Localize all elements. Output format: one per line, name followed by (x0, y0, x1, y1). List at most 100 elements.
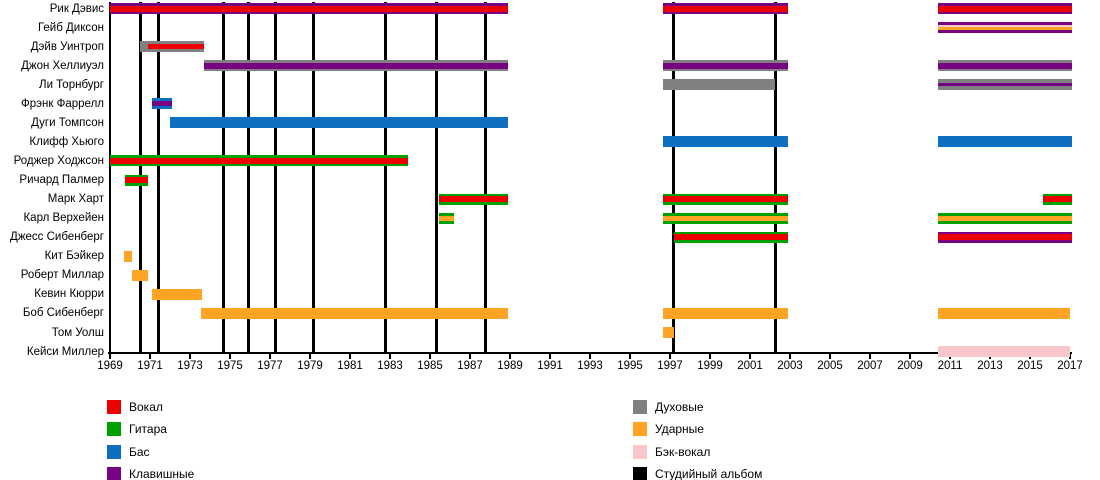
legend-swatch-album (633, 466, 647, 480)
instrument-stripe (938, 11, 1072, 14)
instrument-stripe (674, 234, 788, 241)
axis-tick (109, 354, 111, 359)
instrument-stripe (110, 155, 408, 158)
instrument-stripe (110, 3, 508, 6)
timeline-bar (938, 231, 1072, 243)
legend-label: Гитара (129, 422, 167, 437)
instrument-stripe (204, 60, 508, 63)
instrument-stripe (439, 212, 454, 216)
timeline-bar (124, 250, 132, 262)
instrument-stripe (938, 346, 1070, 358)
timeline-bar (938, 22, 1072, 34)
timeline-bar (663, 60, 788, 72)
instrument-stripe (110, 11, 508, 14)
timeline-bar (201, 307, 508, 319)
instrument-stripe (663, 196, 788, 203)
legend-label: Ударные (655, 422, 704, 437)
album-line (246, 2, 250, 352)
timeline-bar (152, 98, 172, 110)
instrument-stripe (663, 307, 788, 319)
album-line (221, 2, 225, 352)
instrument-stripe (1043, 193, 1072, 197)
axis-tick-label: 2009 (897, 360, 923, 372)
legend-swatch-backing_vocals (633, 444, 647, 459)
legend-label: Клавишные (129, 466, 195, 480)
axis-tick (549, 354, 551, 359)
instrument-stripe (663, 136, 788, 148)
timeline-bar (1043, 193, 1072, 205)
legend-label: Бэк-вокал (655, 444, 711, 459)
member-label: Боб Сибенберг (22, 307, 104, 320)
axis-tick (349, 354, 351, 359)
axis-tick-label: 1999 (697, 360, 723, 372)
instrument-stripe (938, 234, 1072, 241)
timeline-bar (110, 3, 508, 14)
instrument-stripe (132, 269, 148, 281)
axis-tick-label: 1973 (177, 360, 203, 372)
album-line (671, 2, 675, 352)
timeline-bar (439, 212, 454, 224)
axis-tick (149, 354, 151, 359)
instrument-stripe (663, 193, 788, 197)
axis-tick (709, 354, 711, 359)
axis-tick-label: 1969 (97, 360, 123, 372)
legend-swatch-keyboards (107, 466, 121, 480)
instrument-stripe (204, 62, 508, 69)
instrument-stripe (663, 62, 788, 69)
member-label: Марк Харт (47, 193, 104, 206)
timeline-bar (170, 117, 508, 129)
instrument-stripe (148, 44, 204, 50)
legend-label: Студийный альбом (655, 466, 763, 480)
axis-tick (269, 354, 271, 359)
instrument-stripe (663, 215, 788, 221)
instrument-stripe (152, 98, 172, 102)
axis-tick-label: 1977 (257, 360, 283, 372)
instrument-stripe (938, 220, 1072, 224)
member-label: Рик Дэвис (49, 2, 104, 15)
legend-swatch-vocals (107, 400, 121, 414)
instrument-stripe (938, 83, 1072, 87)
instrument-stripe (938, 240, 1072, 243)
axis-tick-label: 1981 (337, 360, 363, 372)
member-label: Джесс Сибенберг (10, 231, 104, 244)
member-label: Клифф Хьюго (29, 135, 104, 148)
instrument-stripe (204, 68, 508, 72)
member-label: Том Уолш (51, 326, 104, 339)
album-line (773, 2, 777, 352)
axis-tick-label: 1987 (457, 360, 483, 372)
instrument-stripe (124, 250, 132, 262)
instrument-stripe (938, 22, 1072, 26)
instrument-stripe (201, 307, 508, 319)
timeline-bar (148, 44, 204, 50)
legend-label: Духовые (655, 400, 704, 414)
timeline-bar (125, 174, 148, 186)
instrument-stripe (663, 60, 788, 63)
instrument-stripe (663, 327, 674, 339)
album-line (483, 2, 487, 352)
axis-tick-label: 2001 (737, 360, 763, 372)
instrument-stripe (938, 5, 1072, 12)
axis-tick (749, 354, 751, 359)
instrument-stripe (938, 307, 1070, 319)
axis-tick-label: 1991 (537, 360, 563, 372)
timeline-bar (938, 60, 1072, 72)
member-label: Гейб Диксон (37, 21, 104, 34)
axis-tick (229, 354, 231, 359)
instrument-stripe (152, 106, 172, 110)
instrument-stripe (674, 231, 788, 235)
axis-tick-label: 2011 (937, 360, 963, 372)
instrument-stripe (938, 231, 1072, 235)
instrument-stripe (938, 86, 1072, 91)
member-label: Дэйв Уинтроп (30, 40, 104, 53)
axis-tick (389, 354, 391, 359)
timeline-bar (674, 231, 788, 243)
legend-swatch-bass (107, 444, 121, 459)
timeline-bar (663, 136, 788, 148)
instrument-stripe (1043, 202, 1072, 205)
member-label: Ричард Палмер (19, 174, 104, 187)
legend-label: Вокал (129, 400, 163, 414)
instrument-stripe (125, 174, 148, 178)
instrument-stripe (663, 212, 788, 216)
member-label: Роджер Ходжсон (13, 154, 104, 167)
